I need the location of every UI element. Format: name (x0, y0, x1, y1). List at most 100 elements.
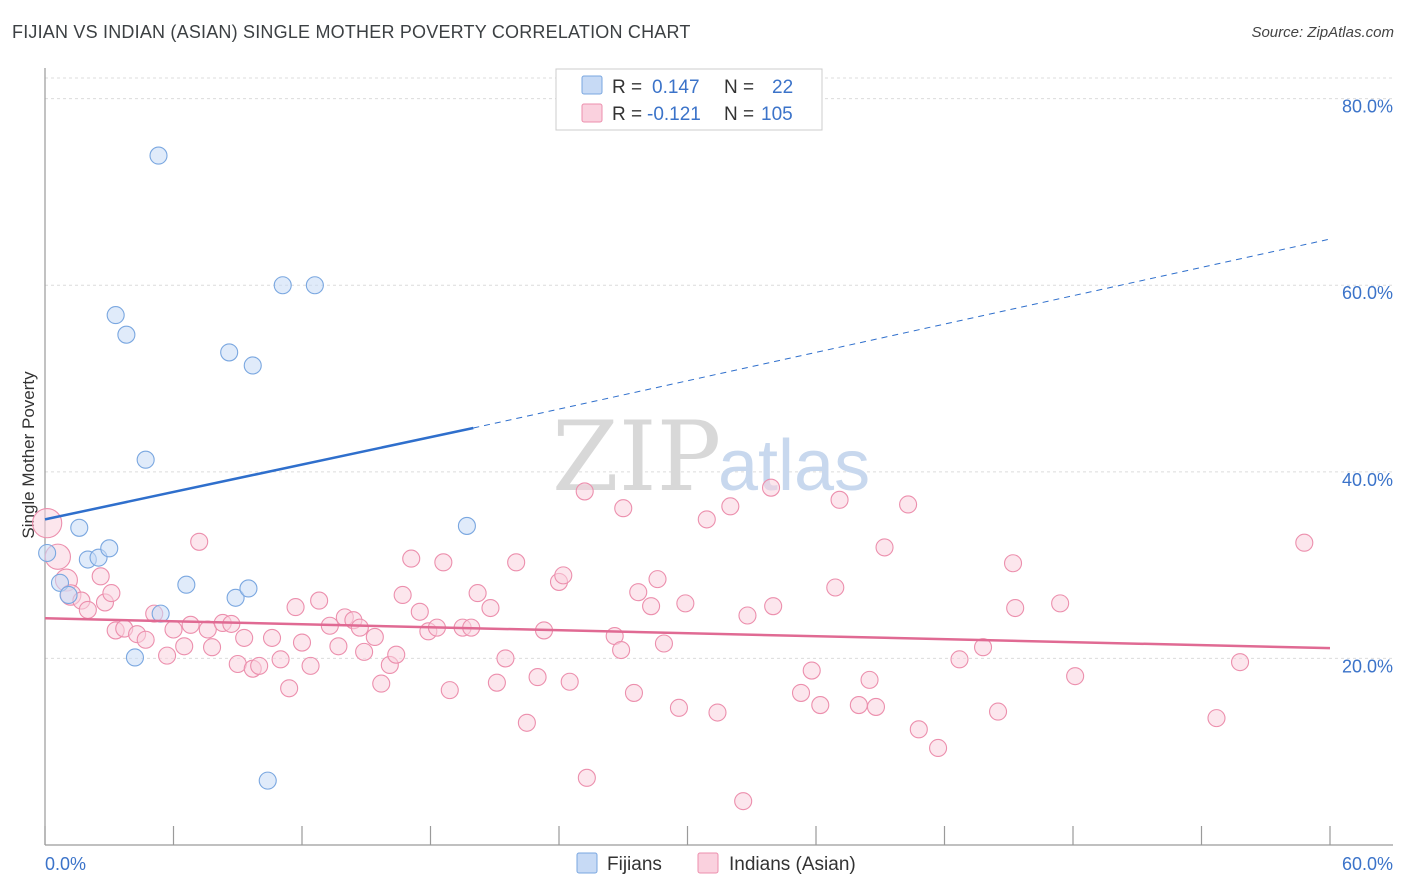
indian-point-29 (280, 679, 299, 698)
legend-r-label-indians: R = (612, 104, 642, 125)
indian-point-81 (761, 478, 781, 497)
fijian-point-7 (106, 306, 125, 325)
indian-point-15 (164, 620, 183, 639)
fijian-point-6 (100, 539, 119, 558)
indian-point-69 (624, 683, 644, 702)
indian-point-38 (350, 618, 369, 637)
y-tick-label-80: 80.0% (1342, 97, 1393, 117)
fijian-trend-line (44, 426, 474, 521)
indian-point-71 (642, 597, 661, 616)
indian-series-points (31, 478, 1314, 811)
indian-point-65 (577, 768, 596, 787)
legend-n-label-indians: N = (724, 104, 754, 125)
legend-n-value-fijians: 22 (772, 77, 793, 98)
indian-point-96 (973, 638, 993, 657)
indian-point-0 (31, 507, 63, 539)
legend-n-label-fijians: N = (724, 77, 754, 98)
fijian-point-13 (177, 575, 196, 594)
indian-point-18 (190, 532, 209, 551)
indian-point-31 (292, 633, 312, 652)
indian-point-100 (1051, 594, 1070, 613)
indian-point-86 (826, 578, 845, 597)
watermark: ZIP atlas (552, 401, 870, 513)
indian-point-84 (802, 661, 821, 680)
indian-point-83 (791, 683, 811, 702)
fijian-point-19 (273, 276, 292, 295)
indian-point-49 (434, 553, 453, 572)
indian-point-103 (1231, 653, 1250, 672)
indian-point-80 (738, 606, 757, 625)
bottom-legend-label-fijians: Fijians (607, 854, 662, 875)
indian-point-90 (866, 697, 886, 716)
indian-point-76 (697, 510, 716, 529)
y-tick-label-20: 20.0% (1342, 656, 1393, 676)
indian-point-99 (1006, 598, 1025, 618)
indian-point-85 (811, 696, 830, 715)
indian-point-14 (158, 646, 177, 665)
indian-point-43 (387, 645, 406, 664)
fijian-point-3 (70, 518, 89, 537)
indian-point-88 (849, 696, 868, 715)
fijian-point-21 (457, 516, 476, 535)
indian-point-53 (468, 584, 487, 603)
indian-point-101 (1066, 667, 1085, 686)
indian-point-20 (203, 638, 222, 657)
fijian-point-2 (59, 585, 78, 605)
fijian-point-11 (149, 146, 168, 165)
indian-point-87 (830, 490, 849, 509)
indian-point-73 (654, 634, 673, 653)
legend-r-value-fijians: 0.147 (652, 77, 700, 98)
x-tick-label-max: 60.0% (1342, 854, 1393, 874)
indian-point-55 (487, 673, 506, 692)
indian-point-82 (764, 597, 783, 616)
source-label: Source: ZipAtlas.com (1251, 24, 1394, 41)
indian-point-8 (102, 584, 121, 603)
fijian-point-8 (117, 325, 136, 344)
indian-point-64 (575, 482, 594, 501)
y-axis-title: Single Mother Poverty (19, 371, 38, 539)
indian-point-93 (909, 720, 928, 739)
indian-point-50 (440, 681, 459, 700)
indian-point-59 (528, 668, 547, 687)
indian-point-27 (262, 628, 282, 647)
indian-point-62 (554, 566, 573, 585)
y-tick-labels: 20.0% 40.0% 60.0% 80.0% (1342, 97, 1393, 677)
indian-point-98 (1003, 554, 1023, 573)
legend-swatch-indians (581, 103, 603, 123)
indian-point-40 (365, 627, 384, 647)
watermark-atlas: atlas (718, 426, 870, 506)
indian-point-41 (372, 674, 391, 693)
fijian-point-20 (305, 276, 324, 295)
indian-point-28 (271, 650, 290, 669)
bottom-legend: Fijians Indians (Asian) (576, 852, 856, 875)
fijian-point-0 (38, 543, 57, 563)
indian-point-5 (78, 600, 97, 619)
legend-swatch-fijians (581, 75, 603, 95)
indian-point-26 (250, 656, 269, 675)
indian-point-35 (329, 637, 348, 656)
x-axis-ticks (44, 826, 1331, 845)
indian-point-95 (950, 650, 969, 669)
indian-point-72 (648, 570, 667, 589)
indian-point-94 (929, 738, 948, 758)
indian-point-68 (614, 499, 633, 518)
fijian-point-16 (239, 579, 258, 598)
fijian-point-9 (125, 648, 144, 667)
bottom-legend-swatch-fijians (576, 852, 598, 874)
indian-point-92 (899, 495, 918, 514)
indian-point-46 (410, 602, 429, 621)
fijian-point-15 (226, 588, 245, 607)
indian-point-44 (393, 585, 412, 605)
chart-title: FIJIAN VS INDIAN (ASIAN) SINGLE MOTHER P… (12, 22, 691, 42)
indian-point-17 (181, 615, 200, 634)
fijian-point-12 (151, 604, 170, 623)
bottom-legend-label-indians: Indians (Asian) (729, 854, 856, 875)
indian-point-57 (507, 553, 526, 572)
indian-point-79 (734, 792, 753, 811)
indian-point-97 (988, 702, 1008, 721)
indian-point-32 (301, 656, 320, 675)
indian-point-39 (355, 642, 374, 661)
y-tick-label-40: 40.0% (1342, 470, 1393, 490)
indian-point-104 (1295, 533, 1314, 552)
indian-point-23 (228, 654, 247, 674)
